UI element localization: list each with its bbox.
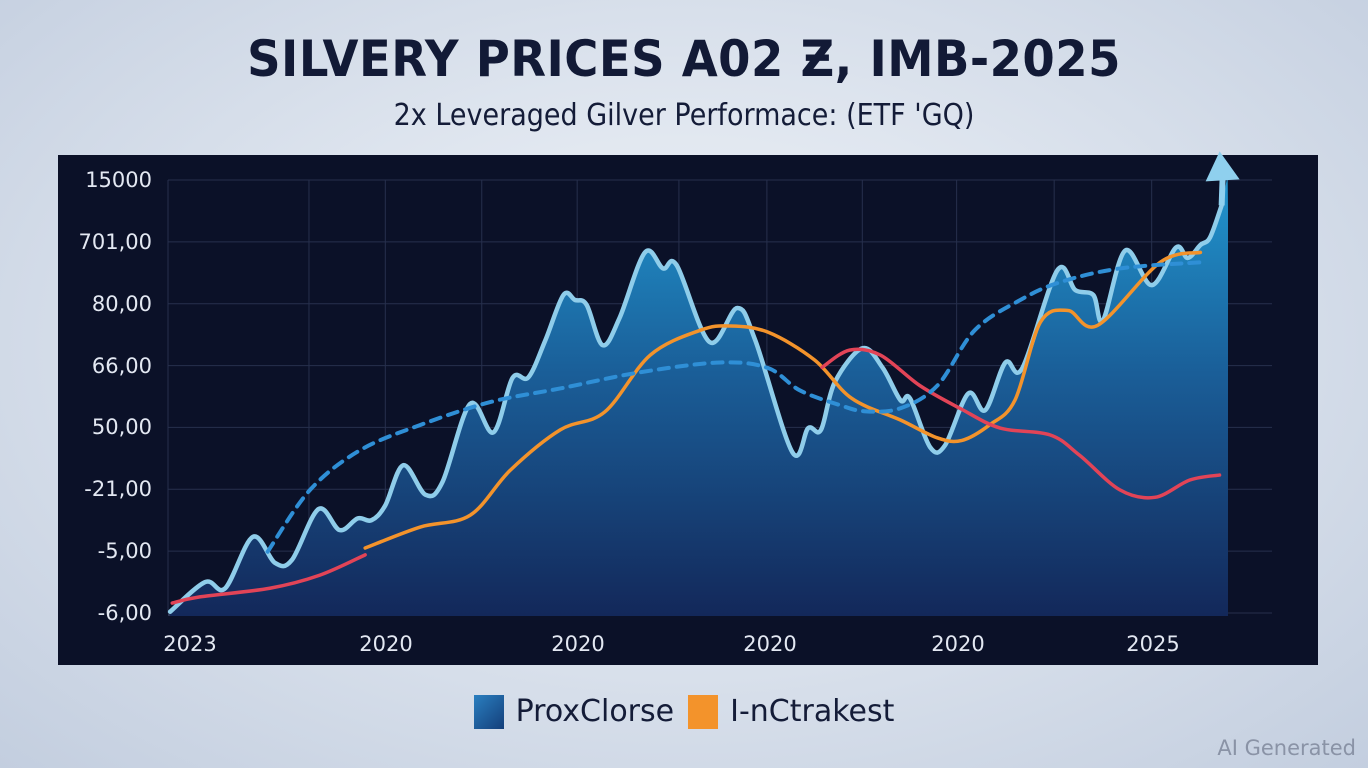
- y-tick-label: 66,00: [91, 353, 152, 378]
- legend-item-inctrakest[interactable]: I-nCtrakest: [688, 694, 894, 729]
- y-tick-label: -21,00: [84, 477, 152, 502]
- y-tick-label: 15000: [85, 168, 152, 192]
- chart-subtitle: 2x Leveraged Gilver Performace: (ETF 'GQ…: [393, 98, 975, 133]
- lines-layer: [167, 151, 1240, 615]
- legend: ProxClorse I-nCtrakest: [0, 694, 1368, 729]
- trend-arrow-shaft: [1218, 177, 1226, 206]
- legend-label: I-nCtrakest: [730, 694, 895, 729]
- area-fill-proxclorse: [170, 175, 1228, 616]
- legend-swatch-orange: [688, 694, 719, 729]
- trend-arrow-icon: [1205, 151, 1240, 182]
- area-layer: [170, 175, 1228, 616]
- legend-item-proxclorse[interactable]: ProxClorse: [473, 694, 675, 729]
- y-tick-label: 701,00: [78, 229, 152, 254]
- y-tick-label: -5,00: [97, 539, 152, 564]
- series-line-red-series-a: [170, 553, 367, 605]
- x-tick-label: 2020: [931, 632, 985, 656]
- series-line-i-nctrakest: [363, 250, 1203, 550]
- legend-swatch-blue: [473, 694, 504, 729]
- x-tick-label: 2020: [359, 632, 413, 656]
- chart-title: SILVERY PRICES A02 Ƶ, IMB-2025: [247, 30, 1121, 88]
- x-tick-label: 2020: [551, 632, 605, 656]
- legend-label: ProxClorse: [515, 694, 675, 729]
- x-tick-label: 2025: [1126, 632, 1180, 656]
- series-line-proxclorse: [167, 203, 1224, 615]
- series-line-trend-dashed: [265, 260, 1203, 554]
- y-tick-label: 50,00: [91, 415, 152, 440]
- y-tick-label: -6,00: [97, 601, 152, 625]
- series-line-red-series-b: [820, 347, 1222, 500]
- x-tick-label: 2023: [163, 632, 217, 656]
- ai-generated-watermark: AI Generated: [1217, 736, 1356, 760]
- y-tick-label: 80,00: [91, 291, 152, 316]
- x-tick-label: 2020: [743, 632, 797, 656]
